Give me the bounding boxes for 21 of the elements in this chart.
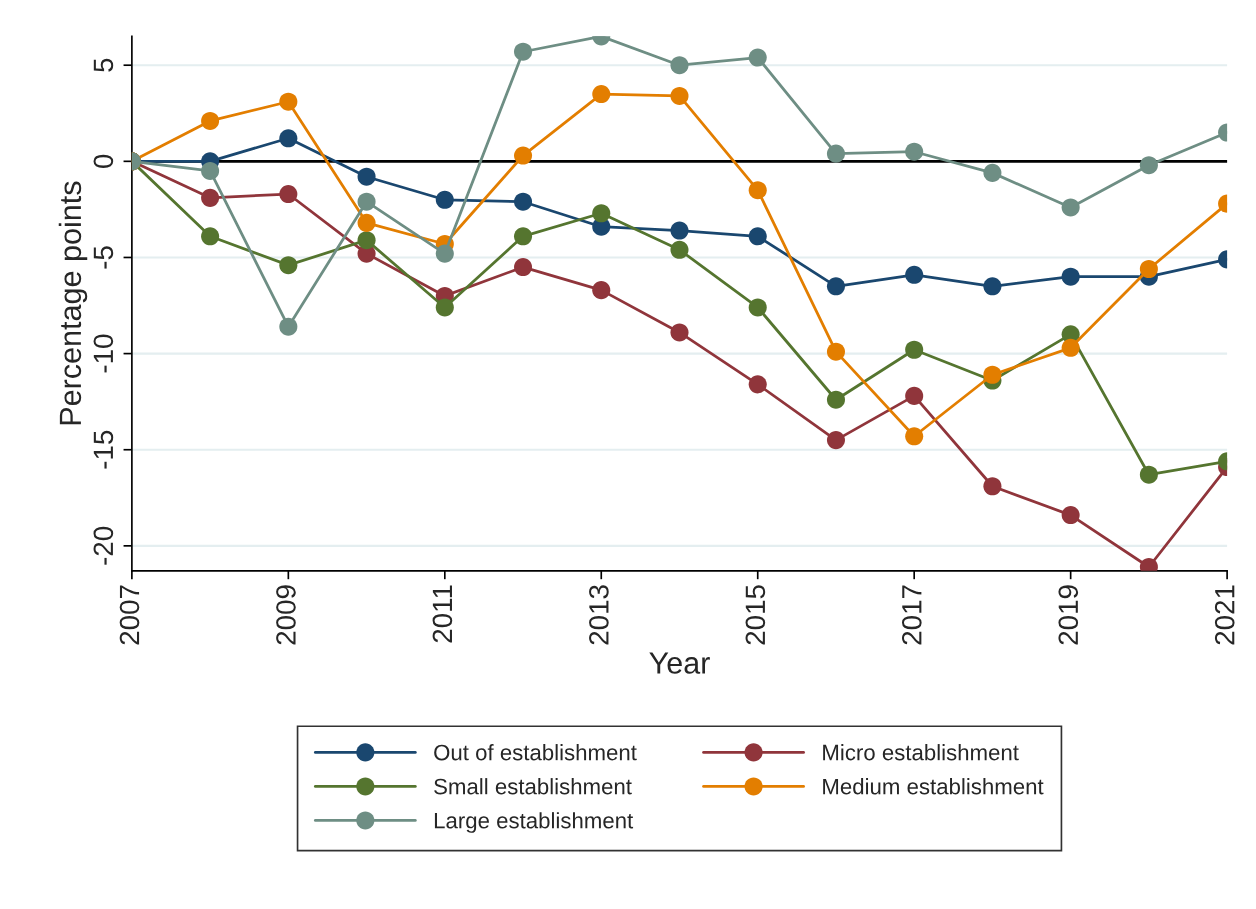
y-tick-label: 0 [93,154,114,168]
y-tick-label: -20 [93,526,114,565]
legend-label: Micro establishment [823,744,1019,761]
x-tick-label: 2019 [1058,585,1079,645]
x-tick-label: 2013 [589,585,609,645]
x-axis-title: Year [649,652,710,674]
x-tick-label: 2009 [276,585,296,645]
x-tick-label: 2021 [1214,585,1235,645]
y-tick-label: -5 [93,246,114,269]
legend-label: Medium establishment [823,778,1044,795]
x-tick-label: 2015 [745,585,766,645]
y-tick-label: -10 [93,334,114,373]
x-tick-label: 2017 [901,585,922,645]
x-tick-label: 2007 [119,585,140,645]
y-axis-title: Percentage points [58,181,88,425]
y-tick-label: -15 [93,430,114,469]
y-tick-label: 5 [93,58,114,72]
legend-label: Large establishment [434,812,634,833]
legend-label: Out of establishment [434,744,637,761]
x-tick-label: 2011 [432,585,453,643]
legend-label: Small establishment [434,778,632,795]
